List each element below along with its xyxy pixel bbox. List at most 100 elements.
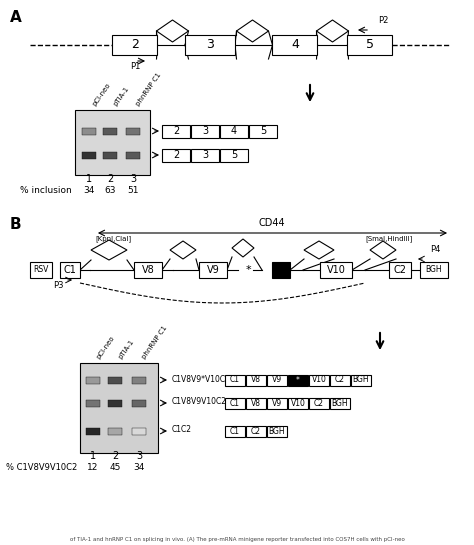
Bar xyxy=(108,377,122,384)
Text: BGH: BGH xyxy=(332,398,348,408)
Text: P3: P3 xyxy=(53,281,63,290)
Text: 2: 2 xyxy=(173,126,179,136)
Text: C1: C1 xyxy=(64,265,76,275)
Bar xyxy=(272,262,290,278)
Text: 45: 45 xyxy=(109,463,121,472)
Text: C2: C2 xyxy=(251,427,261,435)
Bar xyxy=(108,399,122,407)
Bar xyxy=(273,35,318,55)
Bar xyxy=(132,377,146,384)
Bar xyxy=(103,152,117,159)
Bar xyxy=(246,426,266,437)
Text: % inclusion: % inclusion xyxy=(20,186,72,195)
Bar xyxy=(162,148,190,161)
Text: C1V8V9*V10C2: C1V8V9*V10C2 xyxy=(172,374,231,384)
Bar xyxy=(288,397,308,409)
Text: RSV: RSV xyxy=(33,265,49,275)
Bar xyxy=(225,374,245,385)
Text: 12: 12 xyxy=(87,463,99,472)
Text: 63: 63 xyxy=(104,186,116,195)
Bar xyxy=(191,124,219,137)
Text: C1: C1 xyxy=(230,427,240,435)
Text: V10: V10 xyxy=(311,376,327,385)
Polygon shape xyxy=(91,240,127,260)
Text: V10: V10 xyxy=(291,398,305,408)
Polygon shape xyxy=(170,241,196,259)
Text: 5: 5 xyxy=(260,126,266,136)
Text: [KpnI,ClaI]: [KpnI,ClaI] xyxy=(95,235,131,242)
Bar xyxy=(80,363,158,453)
Bar xyxy=(246,374,266,385)
Text: 5: 5 xyxy=(366,39,374,51)
Bar xyxy=(86,427,100,434)
Text: phnRNP C1: phnRNP C1 xyxy=(141,325,168,360)
Bar xyxy=(191,148,219,161)
Polygon shape xyxy=(370,241,396,259)
Bar xyxy=(309,397,329,409)
Bar xyxy=(108,427,122,434)
Text: pCI-neo: pCI-neo xyxy=(95,335,115,360)
Text: 3: 3 xyxy=(206,39,214,51)
Bar xyxy=(309,374,329,385)
Bar xyxy=(347,35,392,55)
Bar xyxy=(320,262,352,278)
Text: P4: P4 xyxy=(430,245,440,254)
Polygon shape xyxy=(237,20,268,42)
Text: pTIA-1: pTIA-1 xyxy=(112,86,130,107)
Bar xyxy=(199,262,227,278)
Text: 1: 1 xyxy=(90,451,96,461)
Bar xyxy=(82,128,96,135)
Bar xyxy=(246,397,266,409)
Bar xyxy=(267,374,287,385)
Text: P1: P1 xyxy=(130,62,140,71)
Text: P2: P2 xyxy=(378,16,388,25)
Text: 2: 2 xyxy=(173,150,179,160)
Text: V8: V8 xyxy=(251,398,261,408)
Bar xyxy=(420,262,448,278)
Text: *: * xyxy=(296,376,300,385)
Text: 2: 2 xyxy=(112,451,118,461)
Text: C1V8V9V10C2: C1V8V9V10C2 xyxy=(172,397,227,407)
Polygon shape xyxy=(304,241,334,259)
Text: 3: 3 xyxy=(136,451,142,461)
Text: phnRNP C1: phnRNP C1 xyxy=(135,71,162,107)
Text: 2: 2 xyxy=(131,39,139,51)
Bar xyxy=(86,377,100,384)
Text: C2: C2 xyxy=(335,376,345,385)
Text: 34: 34 xyxy=(133,463,145,472)
Text: 3: 3 xyxy=(202,126,208,136)
Text: C1: C1 xyxy=(230,398,240,408)
Bar xyxy=(351,374,371,385)
Text: V8: V8 xyxy=(142,265,155,275)
Bar xyxy=(220,148,248,161)
Bar xyxy=(30,262,52,278)
Bar xyxy=(86,399,100,407)
Text: 5: 5 xyxy=(231,150,237,160)
Text: B: B xyxy=(10,217,22,232)
Text: % C1V8V9V10C2: % C1V8V9V10C2 xyxy=(6,463,77,472)
Text: CD44: CD44 xyxy=(259,218,285,228)
Bar xyxy=(132,399,146,407)
Polygon shape xyxy=(317,20,348,42)
Text: [SmaI,HindIII]: [SmaI,HindIII] xyxy=(365,235,412,242)
Text: C2: C2 xyxy=(314,398,324,408)
Bar xyxy=(389,262,411,278)
Bar xyxy=(75,110,150,175)
Text: V9: V9 xyxy=(272,398,282,408)
Text: BGH: BGH xyxy=(353,376,369,385)
Text: BGH: BGH xyxy=(269,427,285,435)
Text: A: A xyxy=(10,10,22,25)
Text: V10: V10 xyxy=(327,265,346,275)
Bar xyxy=(112,35,157,55)
Text: V8: V8 xyxy=(251,376,261,385)
Bar xyxy=(126,128,140,135)
Text: V9: V9 xyxy=(207,265,219,275)
Bar xyxy=(249,124,277,137)
Text: BGH: BGH xyxy=(426,265,442,275)
Text: 51: 51 xyxy=(127,186,139,195)
Text: of TIA-1 and hnRNP C1 on splicing in vivo. (A) The pre-mRNA minigene reporter tr: of TIA-1 and hnRNP C1 on splicing in viv… xyxy=(70,537,404,542)
Bar xyxy=(132,427,146,434)
Bar xyxy=(288,374,308,385)
Bar xyxy=(185,35,235,55)
Text: V9: V9 xyxy=(272,376,282,385)
